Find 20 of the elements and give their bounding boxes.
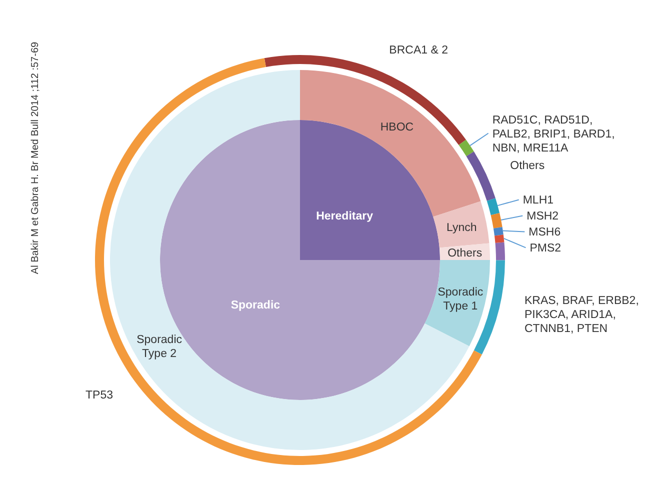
- slice-label: Lynch: [446, 222, 477, 234]
- slice-label: Sporadic: [230, 300, 281, 312]
- donut-slice: [424, 260, 490, 346]
- slice-label: Sporadic Type 1: [438, 286, 484, 313]
- slice-label: HBOC: [380, 122, 414, 134]
- slice-label: Hereditary: [316, 210, 374, 222]
- slice-label: RAD51C, RAD51D, PALB2, BRIP1, BARD1, NBN, MRE11A: [492, 114, 615, 154]
- slice-label: MSH2: [526, 210, 559, 223]
- slice-label: Others: [448, 248, 482, 260]
- text: Al Bakir M et Gabra H. Br Med Bull 2014 ;112 :57-69: [30, 41, 41, 274]
- slice-label: TP53: [86, 389, 114, 402]
- slice-label: MLH1: [522, 194, 554, 207]
- pie-slice: [300, 120, 440, 260]
- slice-label: Sporadic Type 2: [136, 334, 182, 360]
- slice-label: MSH6: [528, 226, 561, 239]
- slice-label: KRAS, BRAF, ERBB2, PIK3CA, ARID1A, CTNNB1, PTEN: [524, 294, 639, 335]
- slice-label: BRCA1 & 2: [389, 44, 448, 57]
- slice-label: PMS2: [530, 242, 562, 255]
- donut-slice: [433, 201, 490, 248]
- slice-label: Others: [510, 160, 545, 172]
